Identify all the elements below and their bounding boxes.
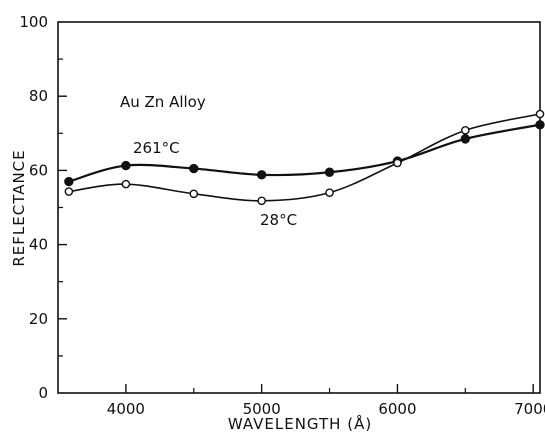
data-point-open bbox=[325, 188, 334, 197]
y-tick-label: 80 bbox=[29, 87, 48, 105]
plot-frame bbox=[57, 21, 541, 394]
data-point-filled bbox=[64, 176, 74, 187]
y-tick-label: 100 bbox=[19, 13, 48, 31]
data-point-filled bbox=[460, 134, 471, 144]
x-tick-label: 4000 bbox=[107, 400, 145, 418]
y-axis-label: REFLECTANCE bbox=[10, 149, 28, 266]
y-tick-label: 40 bbox=[29, 236, 48, 254]
data-point-open bbox=[257, 196, 266, 206]
axes: 0 20 40 60 80 100 4000 5000 6000 7000 bbox=[19, 13, 545, 418]
data-point-open bbox=[189, 189, 199, 199]
data-point-filled bbox=[189, 163, 199, 174]
data-point-filled bbox=[324, 167, 335, 177]
series-lines bbox=[68, 113, 541, 202]
chart-labels: WAVELENGTH (Å) REFLECTANCE Au Zn Alloy 2… bbox=[10, 93, 372, 433]
y-tick-label: 0 bbox=[38, 384, 48, 402]
data-point-filled bbox=[121, 160, 131, 171]
x-tick-label: 7000 bbox=[514, 400, 545, 418]
data-point-open bbox=[461, 126, 470, 135]
series-line-2 bbox=[68, 113, 541, 202]
y-tick-label: 60 bbox=[29, 161, 48, 179]
data-point-filled bbox=[256, 170, 267, 180]
data-point-filled bbox=[535, 120, 545, 130]
data-point-open bbox=[393, 158, 402, 168]
annotation-261c: 261°C bbox=[133, 139, 180, 157]
series-points bbox=[64, 109, 545, 206]
x-axis-label: WAVELENGTH (Å) bbox=[228, 414, 372, 433]
data-point-open bbox=[121, 179, 131, 189]
x-tick-label: 6000 bbox=[378, 400, 416, 418]
annotation-28c: 28°C bbox=[260, 211, 297, 229]
x-tick-label: 5000 bbox=[243, 400, 281, 418]
y-tick-label: 20 bbox=[29, 310, 48, 328]
data-point-open bbox=[64, 187, 74, 196]
annotation-alloy: Au Zn Alloy bbox=[120, 93, 206, 111]
data-point-open bbox=[535, 109, 545, 119]
series-line-1 bbox=[68, 123, 541, 183]
